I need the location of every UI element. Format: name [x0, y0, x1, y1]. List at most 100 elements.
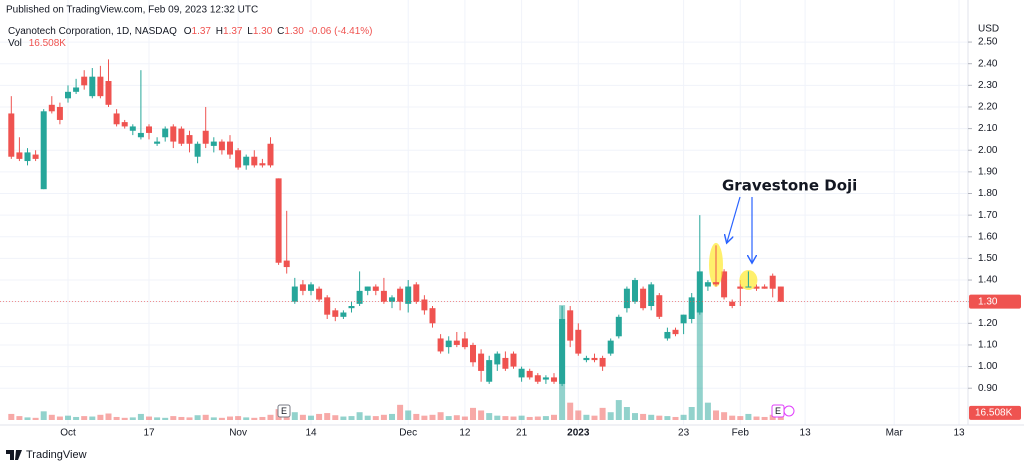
- volume-bar: [502, 416, 509, 420]
- x-tick-label: 17: [143, 428, 155, 439]
- candle-body: [453, 340, 460, 345]
- candle-body: [65, 91, 71, 99]
- candle-body: [291, 286, 298, 302]
- volume-bar: [615, 400, 622, 420]
- x-tick-label: 13: [800, 428, 812, 439]
- change: -0.06 (-4.41%): [309, 26, 373, 37]
- candle-body: [494, 353, 501, 365]
- candle-body: [154, 141, 161, 144]
- volume-bar: [640, 413, 647, 420]
- volume-bar: [526, 416, 533, 420]
- candle-body: [243, 156, 250, 166]
- y-tick-label: 2.20: [978, 102, 998, 113]
- candle-body: [259, 163, 266, 166]
- volume-bar: [397, 404, 404, 420]
- candle-body: [542, 377, 549, 380]
- candle-body: [559, 318, 566, 384]
- volume-bar: [235, 416, 242, 420]
- legend-value: 1.37: [192, 26, 212, 37]
- candle-body: [405, 286, 412, 304]
- volume-bar: [202, 414, 209, 420]
- volume-bar: [413, 413, 420, 420]
- candle-body: [316, 288, 323, 300]
- volume-bar: [753, 416, 760, 420]
- candle-body: [308, 284, 314, 291]
- volume-bar: [575, 410, 582, 420]
- candle-body: [32, 154, 39, 159]
- volume-bar: [721, 412, 728, 420]
- volume-bar: [696, 300, 703, 420]
- candle-body: [186, 135, 193, 144]
- volume-bar: [607, 412, 614, 420]
- candle-body: [696, 271, 703, 313]
- volume-bar: [437, 412, 444, 420]
- x-tick-label: 13: [953, 428, 965, 439]
- symbol-title: Cyanotech Corporation, 1D, NASDAQ: [8, 26, 177, 37]
- legend-key: H: [216, 26, 223, 37]
- last-price-tag: [969, 294, 1021, 309]
- candle-body: [486, 360, 493, 382]
- candle-body: [170, 126, 177, 142]
- earnings-text: E: [281, 406, 287, 416]
- volume-bar: [405, 410, 412, 420]
- volume-bar: [461, 416, 468, 420]
- candle-body: [218, 141, 225, 151]
- volume-bar: [761, 416, 768, 420]
- volume-bar: [81, 416, 88, 420]
- candle-body: [364, 286, 371, 291]
- earnings-marker: E: [771, 404, 795, 418]
- volume-bar: [178, 416, 185, 420]
- volume-bar: [453, 415, 460, 420]
- volume-bar: [591, 415, 598, 420]
- volume-bar: [129, 417, 136, 420]
- y-tick-label: 2.50: [978, 37, 998, 48]
- candle-body: [680, 314, 687, 324]
- volume-bar: [154, 417, 161, 420]
- candle-body: [526, 370, 533, 378]
- volume-tag-label: 16.508K: [975, 407, 1013, 418]
- y-tick-label: 1.00: [978, 361, 998, 372]
- x-tick-label: 14: [305, 428, 317, 439]
- volume-bar: [656, 415, 663, 420]
- candle-body: [737, 286, 744, 289]
- y-tick-label: 1.40: [978, 275, 998, 286]
- candle-body: [656, 295, 663, 317]
- volume-bar: [623, 407, 630, 420]
- candle-body: [551, 377, 557, 382]
- volume-bar: [680, 414, 687, 420]
- y-tick-label: 0.90: [978, 383, 998, 394]
- volume-bar: [494, 415, 501, 420]
- y-tick-label: 1.50: [978, 253, 998, 264]
- volume-bar: [769, 414, 776, 420]
- candle-body: [16, 152, 23, 159]
- candle-body: [640, 288, 647, 309]
- volume-bar: [48, 414, 55, 420]
- candle-body: [210, 141, 217, 146]
- candle-body: [372, 286, 379, 291]
- volume-bar: [713, 410, 719, 420]
- y-tick-label: 2.30: [978, 80, 998, 91]
- x-tick-label: Feb: [732, 428, 750, 439]
- volume-bar: [267, 414, 274, 420]
- legend-key: L: [247, 26, 253, 37]
- candle-body: [664, 331, 671, 339]
- volume-bar: [324, 413, 331, 420]
- logo: [6, 450, 22, 460]
- currency: USD: [978, 24, 999, 35]
- candle-body: [348, 306, 355, 309]
- volume-bar: [40, 411, 47, 420]
- candle-body: [769, 275, 776, 289]
- volume-bar: [97, 414, 104, 420]
- volume-bar: [162, 417, 169, 420]
- volume-value: 16.508K: [29, 38, 67, 49]
- volume-bar: [146, 416, 152, 420]
- volume-bar: [672, 416, 679, 420]
- legend-key: O: [184, 26, 192, 37]
- candle-body: [437, 338, 444, 352]
- candle-body: [607, 340, 614, 354]
- volume-bar: [24, 417, 31, 420]
- volume-bar: [389, 413, 395, 420]
- volume-bar: [583, 414, 590, 420]
